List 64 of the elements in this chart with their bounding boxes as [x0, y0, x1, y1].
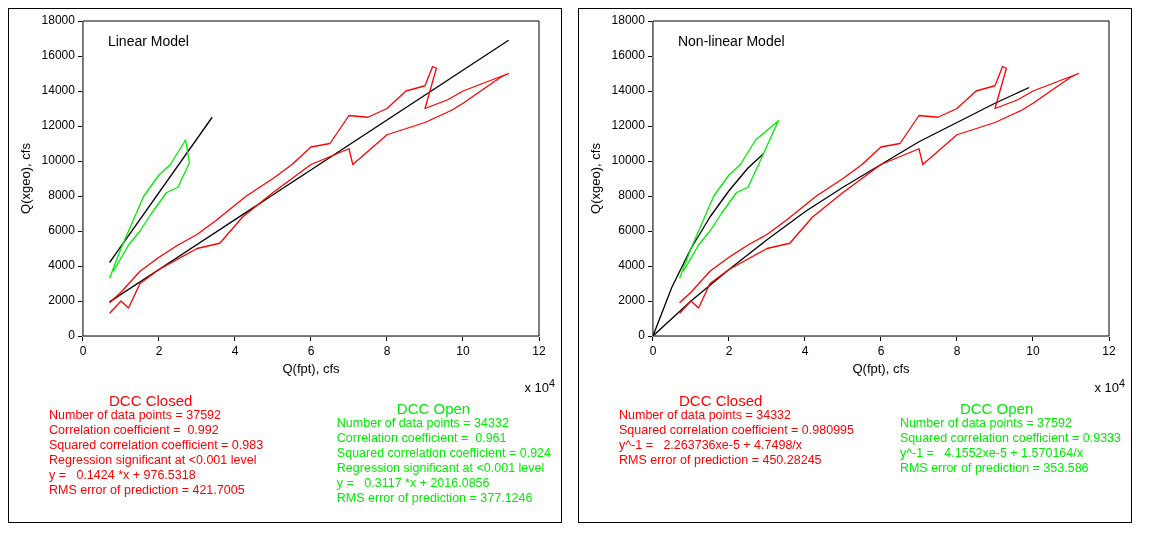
text: Squared correlation coefficient = 0.983 [49, 438, 264, 453]
y-tick-label: 16000 [41, 48, 76, 63]
y-tick-label: 18000 [41, 13, 76, 28]
x-tick-label: 6 [877, 343, 885, 358]
text: RMS error of prediction = 450.28245 [619, 453, 823, 468]
y-tick-label: 4000 [48, 258, 76, 273]
text: y = 0.3117 *x + 2016.0856 [336, 476, 491, 491]
text: DCC Closed [678, 392, 764, 409]
y-tick-label: 0 [638, 328, 646, 343]
y-axis-title: Q(xgeo), cfs [588, 142, 604, 214]
text: Squared correlation coefficient = 0.924 [336, 446, 551, 461]
x-tick-label: 0 [79, 343, 87, 358]
x-tick-label: 2 [725, 343, 733, 358]
text: Non-linear Model [677, 32, 785, 49]
y-tick-label: 6000 [618, 223, 646, 238]
text: x 10$^{4}$ [1094, 376, 1125, 395]
x-tick-label: 10 [1026, 343, 1040, 358]
text: DCC Closed [108, 392, 194, 409]
text: Linear Model [107, 32, 189, 49]
y-tick-label: 8000 [48, 188, 76, 203]
y-tick-label: 18000 [611, 13, 646, 28]
x-tick-label: 4 [801, 343, 809, 358]
y-tick-label: 14000 [611, 83, 646, 98]
y-tick-label: 12000 [611, 118, 646, 133]
text: y^-1 = 4.1552xe-5 + 1.570164/x [899, 446, 1084, 461]
y-tick-label: 0 [68, 328, 76, 343]
text: RMS error of prediction = 421.7005 [49, 483, 246, 498]
x-tick-label: 0 [649, 343, 657, 358]
y-tick-label: 10000 [41, 153, 76, 168]
y-tick-label: 12000 [41, 118, 76, 133]
y-tick-label: 16000 [611, 48, 646, 63]
x-tick-label: 8 [953, 343, 961, 358]
text: Regression significant at <0.001 level [336, 461, 546, 476]
text: Squared correlation coefficient = 0.9333 [899, 431, 1121, 446]
x-axis-title: Q(fpt), cfs [282, 360, 341, 376]
y-axis-title: Q(xgeo), cfs [18, 142, 34, 214]
x-tick-label: 2 [155, 343, 163, 358]
text: x 10$^{4}$ [524, 376, 555, 395]
text: RMS error of prediction = 353.586 [899, 461, 1090, 476]
y-tick-label: 14000 [41, 83, 76, 98]
y-tick-label: 10000 [611, 153, 646, 168]
y-tick-label: 2000 [48, 293, 76, 308]
y-tick-label: 4000 [618, 258, 646, 273]
y-tick-label: 2000 [618, 293, 646, 308]
text: Number of data points = 37592 [49, 408, 222, 423]
x-tick-label: 6 [307, 343, 315, 358]
text: Squared correlation coefficient = 0.980995 [619, 423, 855, 438]
y-tick-label: 6000 [48, 223, 76, 238]
y-tick-label: 8000 [618, 188, 646, 203]
text: Correlation coefficient = 0.961 [336, 431, 508, 446]
text: y^-1 = 2.263736xe-5 + 4.7498/x [619, 438, 804, 453]
x-axis-title: Q(fpt), cfs [852, 360, 911, 376]
x-tick-label: 12 [532, 343, 546, 358]
text: Number of data points = 34332 [619, 408, 792, 423]
text: DCC Open [396, 400, 472, 417]
text: RMS error of prediction = 377.1246 [336, 491, 534, 506]
x-tick-label: 8 [383, 343, 391, 358]
x-tick-label: 12 [1102, 343, 1116, 358]
x-tick-label: 4 [231, 343, 239, 358]
text: y = 0.1424 *x + 976.5318 [49, 468, 197, 483]
x-tick-label: 10 [456, 343, 470, 358]
text: Regression significant at <0.001 level [49, 453, 258, 468]
text: Correlation coefficient = 0.992 [49, 423, 220, 438]
text: DCC Open [959, 400, 1035, 417]
